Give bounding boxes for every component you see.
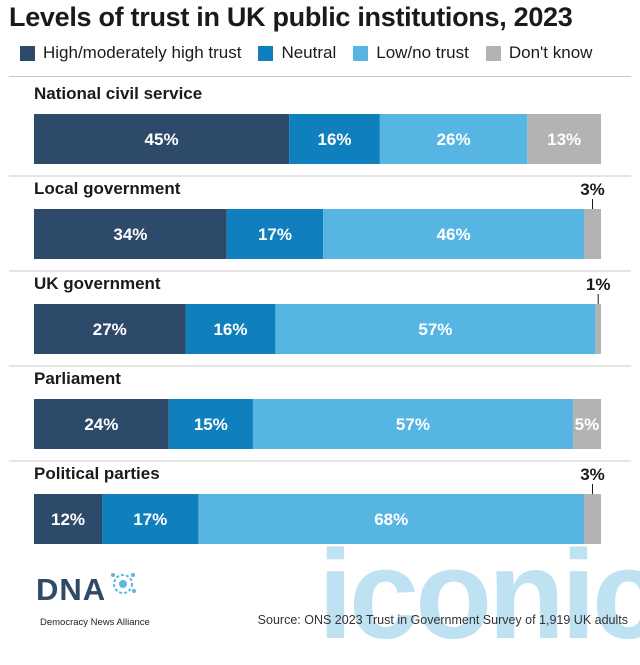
bar-segment-national-civil-service-high-moderately-high-trust bbox=[34, 114, 290, 164]
bar-segment-local-government-high-moderately-high-trust bbox=[34, 209, 227, 259]
data-label-uk-government-high-moderately-high-trust: 27% bbox=[93, 320, 127, 339]
category-label-political-parties: Political parties bbox=[34, 464, 160, 483]
legend-item-neutral: Neutral bbox=[258, 43, 336, 63]
globe-icon bbox=[111, 573, 136, 594]
logo: DNA bbox=[36, 572, 136, 608]
logo-tagline: Democracy News Alliance bbox=[40, 617, 150, 628]
bar-segment-political-parties-high-moderately-high-trust bbox=[34, 494, 103, 544]
legend-item-high-trust: High/moderately high trust bbox=[20, 43, 241, 63]
legend-label-dont-know: Don't know bbox=[508, 43, 593, 62]
bar-segment-local-government-low-no-trust bbox=[323, 209, 584, 259]
legend-item-low-trust: Low/no trust bbox=[353, 43, 469, 63]
chart-title: Levels of trust in UK public institution… bbox=[9, 2, 573, 32]
bar-segment-uk-government-high-moderately-high-trust bbox=[34, 304, 186, 354]
bar-segment-political-parties-low-no-trust bbox=[198, 494, 584, 544]
data-label-political-parties-high-moderately-high-trust: 12% bbox=[51, 510, 85, 529]
data-label-political-parties-don-t-know: 3% bbox=[580, 465, 605, 484]
legend-swatch-neutral bbox=[258, 45, 274, 61]
legend: High/moderately high trust Neutral Low/n… bbox=[20, 43, 609, 63]
source-note: Source: ONS 2023 Trust in Government Sur… bbox=[257, 613, 628, 627]
bar-segment-uk-government-don-t-know bbox=[595, 304, 601, 354]
bar-segment-uk-government-neutral bbox=[185, 304, 276, 354]
bar-segment-national-civil-service-don-t-know bbox=[527, 114, 601, 164]
legend-swatch-low-trust bbox=[353, 45, 369, 61]
data-label-uk-government-low-no-trust: 57% bbox=[418, 320, 452, 339]
data-label-local-government-low-no-trust: 46% bbox=[437, 225, 471, 244]
data-label-local-government-don-t-know: 3% bbox=[580, 180, 605, 199]
data-label-political-parties-neutral: 17% bbox=[133, 510, 167, 529]
legend-label-neutral: Neutral bbox=[281, 43, 337, 62]
bar-segment-political-parties-neutral bbox=[102, 494, 199, 544]
data-label-national-civil-service-neutral: 16% bbox=[317, 130, 351, 149]
data-label-uk-government-don-t-know: 1% bbox=[586, 275, 611, 294]
data-label-parliament-don-t-know: 5% bbox=[575, 415, 600, 434]
bar-segment-national-civil-service-low-no-trust bbox=[379, 114, 528, 164]
legend-label-low-trust: Low/no trust bbox=[376, 43, 469, 62]
legend-item-dont-know: Don't know bbox=[485, 43, 593, 63]
data-label-parliament-high-moderately-high-trust: 24% bbox=[84, 415, 118, 434]
data-label-political-parties-low-no-trust: 68% bbox=[374, 510, 408, 529]
data-label-national-civil-service-don-t-know: 13% bbox=[547, 130, 581, 149]
bar-segment-national-civil-service-neutral bbox=[289, 114, 380, 164]
data-label-local-government-neutral: 17% bbox=[258, 225, 292, 244]
divider-top bbox=[9, 76, 631, 77]
bar-segment-local-government-don-t-know bbox=[583, 209, 601, 259]
bar-segment-parliament-high-moderately-high-trust bbox=[34, 399, 169, 449]
data-label-uk-government-neutral: 16% bbox=[213, 320, 247, 339]
logo-name: DNA bbox=[36, 572, 107, 607]
data-label-parliament-low-no-trust: 57% bbox=[396, 415, 430, 434]
legend-swatch-dont-know bbox=[485, 45, 501, 61]
bar-segment-uk-government-low-no-trust bbox=[275, 304, 596, 354]
bar-segment-parliament-low-no-trust bbox=[252, 399, 573, 449]
bar-segment-local-government-neutral bbox=[226, 209, 324, 259]
data-label-local-government-high-moderately-high-trust: 34% bbox=[113, 225, 147, 244]
watermark: iconic bbox=[318, 524, 640, 665]
legend-label-high-trust: High/moderately high trust bbox=[43, 43, 242, 62]
category-label-parliament: Parliament bbox=[34, 369, 121, 388]
category-label-national-civil-service: National civil service bbox=[34, 84, 202, 103]
bar-segment-parliament-don-t-know bbox=[572, 399, 601, 449]
stacked-bar-chart: National civil service 45% 16% 26% 13% Local … bbox=[9, 84, 631, 544]
category-label-local-government: Local government bbox=[34, 179, 181, 198]
bar-segment-political-parties-don-t-know bbox=[583, 494, 601, 544]
category-label-uk-government: UK government bbox=[34, 274, 161, 293]
data-label-parliament-neutral: 15% bbox=[194, 415, 228, 434]
data-label-national-civil-service-low-no-trust: 26% bbox=[437, 130, 471, 149]
legend-swatch-high-trust bbox=[20, 45, 35, 61]
bar-segment-parliament-neutral bbox=[168, 399, 253, 449]
data-label-national-civil-service-high-moderately-high-trust: 45% bbox=[145, 130, 179, 149]
